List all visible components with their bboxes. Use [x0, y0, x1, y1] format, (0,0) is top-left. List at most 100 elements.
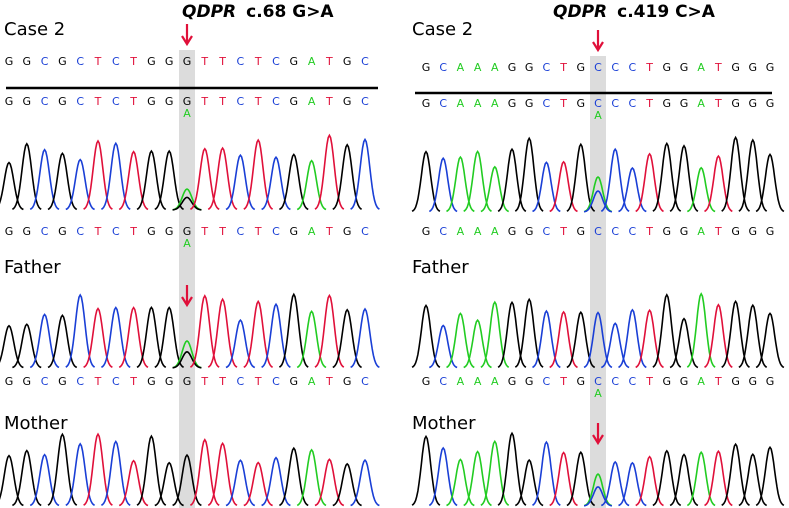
peak — [350, 458, 380, 507]
peak — [704, 303, 733, 368]
peak — [0, 324, 24, 369]
sequence-base: G — [680, 225, 689, 238]
sequence-base: T — [218, 375, 226, 388]
sequence-base: C — [76, 225, 84, 238]
sequence-base: A — [457, 97, 465, 110]
peak — [635, 152, 664, 213]
peak — [314, 293, 345, 368]
sequence-base: T — [94, 375, 102, 388]
sequence-base: C — [112, 225, 120, 238]
sequence-base: C — [594, 225, 602, 238]
gene-name: QDPR — [553, 2, 607, 22]
sequence-base: C — [76, 375, 84, 388]
sequence-base: G — [422, 375, 431, 388]
sequence-base: T — [94, 225, 102, 238]
sequence-base: G — [5, 95, 14, 108]
sequence-base: G — [183, 375, 192, 388]
peak — [446, 312, 475, 369]
sequence-base: G — [23, 95, 32, 108]
sequence-base: C — [361, 375, 369, 388]
sequence-base: T — [645, 97, 653, 110]
sequence-base: C — [112, 95, 120, 108]
peak — [83, 139, 113, 210]
sequence-base: T — [714, 97, 722, 110]
peak — [29, 148, 60, 210]
sequence-base: G — [5, 375, 14, 388]
reference-base: C — [272, 55, 280, 68]
peak — [738, 138, 768, 212]
sequence-base: G — [663, 375, 672, 388]
sample-label: Case 2 — [412, 19, 473, 40]
sequence-base: A — [474, 225, 482, 238]
sequence-base: G — [731, 97, 740, 110]
peak — [11, 142, 42, 210]
peak — [225, 459, 256, 507]
peak — [314, 133, 345, 210]
peak — [618, 308, 647, 369]
peak — [65, 442, 96, 506]
peak — [686, 166, 716, 213]
sequence-base: C — [611, 225, 619, 238]
peak — [154, 461, 184, 507]
peak — [332, 308, 363, 369]
sequence-base: T — [254, 95, 262, 108]
sequence-base: A — [457, 375, 465, 388]
sequence-base: T — [218, 225, 226, 238]
peak — [118, 150, 149, 211]
peak — [446, 458, 475, 507]
reference-base: G — [23, 55, 32, 68]
peak — [225, 318, 256, 369]
peak — [532, 309, 561, 369]
peak — [686, 450, 716, 507]
peak — [738, 303, 768, 368]
reference-base: G — [183, 55, 192, 68]
peak — [118, 459, 149, 507]
peak — [189, 147, 220, 210]
sequence-base: A — [308, 225, 316, 238]
secondary-peak — [172, 188, 202, 211]
sequence-base: A — [697, 225, 705, 238]
peak — [755, 312, 785, 369]
peak — [721, 135, 751, 212]
peak — [704, 449, 733, 507]
peak — [480, 300, 510, 368]
reference-base: C — [594, 61, 602, 74]
reference-base: T — [94, 55, 102, 68]
sequence-base: T — [94, 95, 102, 108]
peak — [411, 150, 441, 212]
sequence-base: C — [629, 225, 637, 238]
sequence-base: T — [645, 225, 653, 238]
sequence-base: C — [237, 95, 245, 108]
sequence-base: C — [439, 225, 447, 238]
sequence-base: T — [559, 225, 567, 238]
peak — [669, 317, 699, 369]
peak — [514, 297, 544, 368]
peak — [332, 462, 362, 507]
sequence-base: T — [559, 375, 567, 388]
sequence-base: G — [731, 375, 740, 388]
peak — [296, 310, 327, 369]
peak — [566, 310, 596, 369]
gene-name: QDPR — [182, 2, 236, 22]
sequence-base: G — [5, 225, 14, 238]
peak — [136, 305, 167, 368]
peak — [100, 141, 131, 210]
sequence-base: G — [422, 97, 431, 110]
reference-base: T — [200, 55, 208, 68]
sequence-base: T — [254, 375, 262, 388]
peak — [65, 158, 95, 211]
reference-base: A — [491, 61, 499, 74]
sequence-base: G — [422, 225, 431, 238]
reference-base: T — [559, 61, 567, 74]
reference-base: T — [129, 55, 137, 68]
sequence-base: G — [58, 375, 67, 388]
sequence-base: G — [290, 375, 299, 388]
peak — [314, 458, 345, 507]
reference-base: T — [645, 61, 653, 74]
reference-base: G — [58, 55, 67, 68]
peak — [118, 306, 149, 368]
peak — [154, 149, 184, 211]
reference-base: G — [525, 61, 534, 74]
peak — [583, 486, 613, 507]
